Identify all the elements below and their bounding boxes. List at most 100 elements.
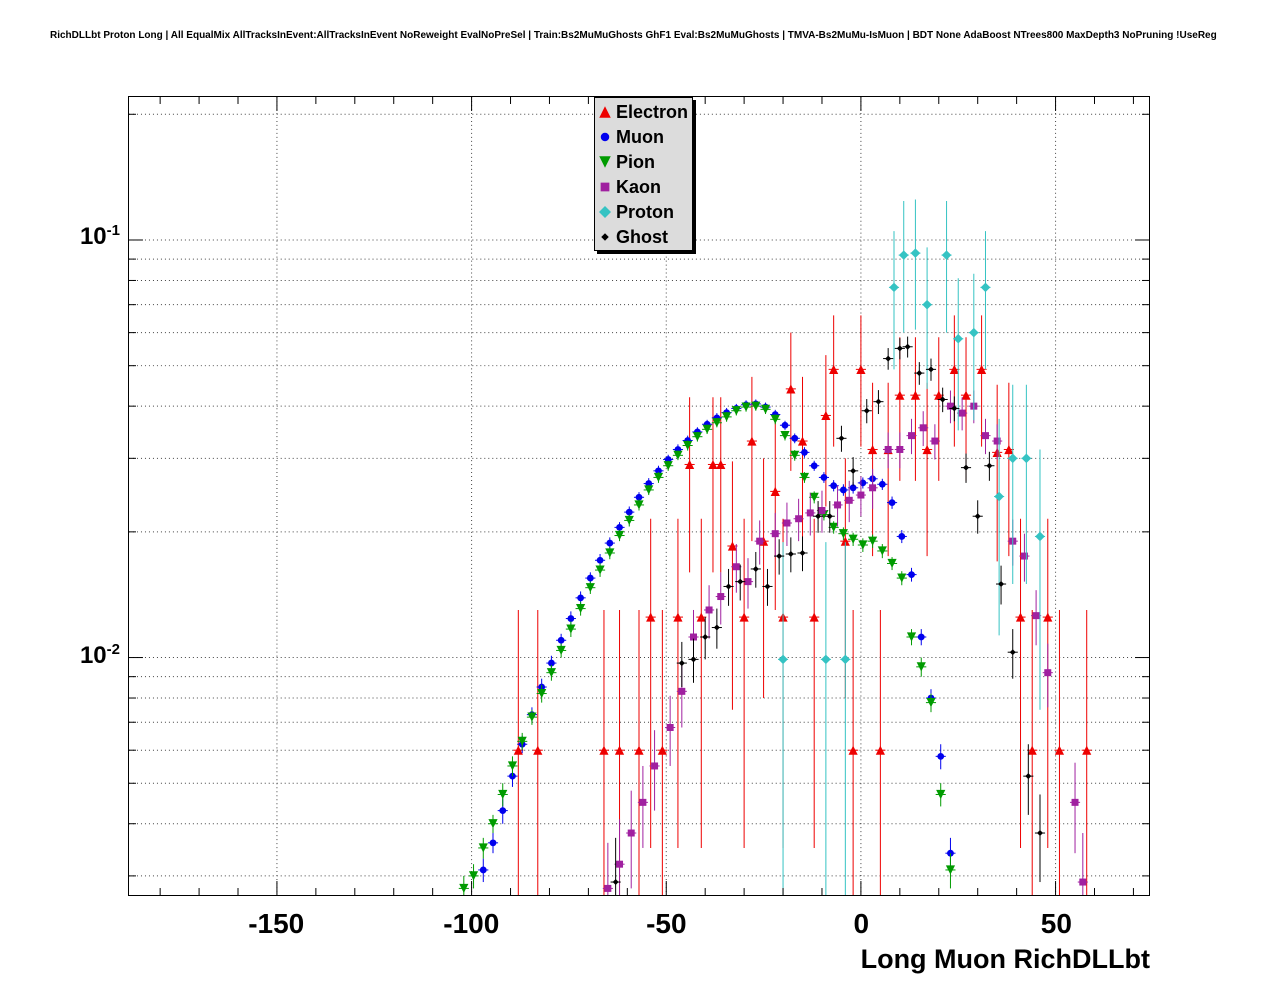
series-muon bbox=[478, 399, 956, 883]
marker bbox=[1035, 531, 1045, 542]
marker bbox=[1027, 745, 1037, 755]
marker bbox=[986, 462, 993, 469]
marker bbox=[1071, 798, 1079, 806]
marker bbox=[499, 807, 507, 814]
marker bbox=[878, 480, 886, 488]
marker bbox=[908, 432, 916, 440]
marker bbox=[848, 745, 858, 755]
marker bbox=[752, 565, 759, 572]
marker bbox=[605, 548, 615, 558]
marker bbox=[756, 537, 764, 545]
marker bbox=[820, 474, 828, 481]
x-axis-title: Long Muon RichDLLbt bbox=[860, 944, 1150, 974]
plot-area bbox=[129, 97, 1149, 895]
marker bbox=[926, 698, 936, 708]
axis-ticks bbox=[129, 97, 1149, 895]
legend-item-label: Proton bbox=[616, 201, 674, 222]
marker bbox=[716, 459, 726, 470]
marker bbox=[994, 491, 1004, 502]
marker bbox=[895, 390, 905, 400]
marker bbox=[850, 467, 857, 474]
marker bbox=[690, 633, 697, 641]
marker bbox=[838, 529, 848, 539]
marker bbox=[705, 606, 713, 614]
marker bbox=[815, 513, 822, 520]
marker bbox=[829, 522, 839, 532]
marker bbox=[936, 789, 946, 800]
marker bbox=[507, 761, 518, 771]
marker bbox=[655, 467, 662, 475]
marker bbox=[624, 515, 634, 526]
marker bbox=[517, 736, 527, 746]
marker bbox=[877, 546, 887, 556]
marker bbox=[586, 574, 594, 582]
x-tick-label: 0 bbox=[853, 908, 870, 939]
marker bbox=[829, 364, 839, 374]
marker bbox=[840, 654, 851, 665]
legend-item-label: Ghost bbox=[616, 226, 668, 247]
x-tick-label: -150 bbox=[248, 908, 305, 939]
legend-item-label: Pion bbox=[616, 151, 655, 172]
marker bbox=[1025, 773, 1032, 780]
marker bbox=[685, 459, 695, 470]
x-tick-label: -100 bbox=[443, 908, 500, 939]
marker bbox=[627, 829, 635, 837]
marker bbox=[634, 745, 644, 755]
marker bbox=[533, 745, 543, 755]
marker bbox=[937, 752, 945, 760]
marker bbox=[981, 432, 989, 440]
marker bbox=[916, 370, 923, 377]
legend-item-muon: Muon bbox=[597, 124, 688, 149]
marker bbox=[917, 633, 925, 641]
marker bbox=[904, 343, 911, 350]
marker bbox=[821, 410, 831, 421]
marker bbox=[690, 656, 697, 663]
marker bbox=[599, 105, 611, 118]
circle-icon bbox=[600, 132, 610, 141]
marker bbox=[764, 583, 771, 590]
marker bbox=[780, 431, 790, 441]
marker bbox=[673, 612, 683, 622]
series-ghost bbox=[610, 336, 1046, 895]
marker bbox=[826, 513, 833, 520]
marker bbox=[537, 688, 547, 699]
marker bbox=[867, 444, 878, 455]
marker bbox=[513, 745, 523, 755]
marker bbox=[666, 724, 674, 731]
marker bbox=[657, 745, 667, 755]
triangle-up-icon bbox=[599, 105, 611, 118]
marker bbox=[867, 536, 878, 546]
marker bbox=[731, 406, 741, 416]
marker bbox=[797, 436, 808, 446]
marker bbox=[599, 205, 611, 218]
marker bbox=[974, 513, 981, 520]
marker bbox=[849, 484, 857, 492]
marker bbox=[678, 660, 685, 667]
marker bbox=[949, 364, 959, 374]
diamond-icon bbox=[599, 205, 611, 218]
marker bbox=[922, 299, 932, 310]
legend-item-label: Electron bbox=[616, 101, 689, 122]
marker bbox=[741, 402, 751, 412]
marker bbox=[739, 612, 749, 622]
marker bbox=[663, 461, 673, 471]
marker bbox=[939, 396, 946, 403]
marker bbox=[795, 515, 803, 523]
marker bbox=[993, 437, 1001, 445]
marker bbox=[479, 866, 487, 874]
marker bbox=[744, 578, 752, 586]
marker bbox=[732, 563, 740, 571]
marker bbox=[1004, 444, 1014, 455]
series-proton bbox=[777, 199, 1046, 895]
marker bbox=[577, 594, 584, 602]
legend-item-pion: Pion bbox=[597, 149, 688, 174]
marker bbox=[821, 654, 831, 665]
marker bbox=[801, 448, 808, 456]
legend-item-kaon: Kaon bbox=[597, 174, 688, 199]
marker bbox=[702, 424, 712, 434]
marker bbox=[1032, 612, 1040, 620]
marker bbox=[898, 250, 909, 260]
marker bbox=[651, 762, 659, 770]
marker bbox=[790, 450, 800, 460]
